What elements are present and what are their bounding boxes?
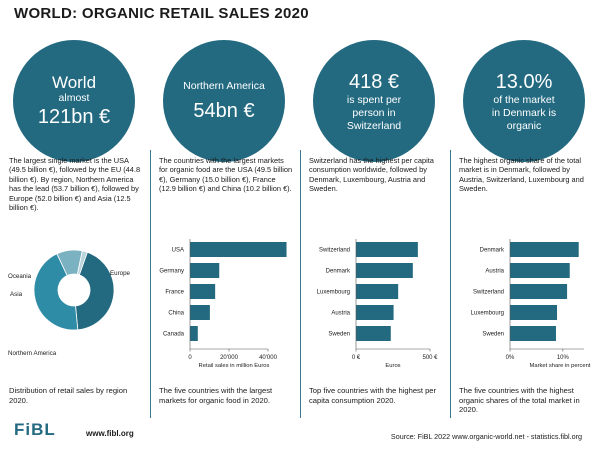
circle-line: organic [506, 119, 542, 132]
panel-northern-america: Northern America 54bn € The countries wi… [150, 40, 298, 418]
circle-line: almost [58, 92, 90, 104]
headline-circle-northern-america: Northern America 54bn € [163, 40, 285, 162]
headline-circle-market-share: 13.0% of the market in Denmark is organi… [463, 40, 585, 162]
bar-category-label: France [165, 290, 184, 296]
panel-description: The largest single market is the USA (49… [9, 156, 141, 213]
circle-line: 54bn € [193, 99, 255, 122]
bar-category-label: Luxembourg [317, 290, 350, 296]
bar-category-label: Switzerland [319, 248, 350, 254]
x-tick-label: 40'000 [259, 355, 277, 361]
x-tick-label: 500 € [422, 355, 438, 361]
website-link[interactable]: www.fibl.org [86, 429, 134, 438]
panel-market-share: 13.0% of the market in Denmark is organi… [450, 40, 598, 418]
chart-region-pie: Europe Northern America Asia Oceania [0, 230, 148, 380]
circle-line: World [51, 73, 97, 92]
circle-line: 13.0% [495, 70, 553, 93]
circle-line: 418 € [348, 70, 400, 93]
x-axis-title: Euros [385, 363, 400, 369]
panel-caption: Distribution of retail sales by region 2… [9, 386, 128, 405]
circle-line: of the market [493, 93, 555, 106]
bar [510, 284, 568, 299]
bar [190, 305, 210, 320]
panel-per-capita: 418 € is spent per person in Switzerland… [300, 40, 448, 418]
panel-caption: The five countries with the largest mark… [159, 386, 273, 405]
bar [190, 284, 216, 299]
bar [356, 263, 413, 278]
circle-line: 121bn € [37, 106, 111, 128]
chart-per-capita: Switzerland Denmark Luxembourg Austria Swede… [300, 230, 448, 380]
pie-label: Oceania [8, 273, 32, 280]
bar [190, 263, 220, 278]
column-divider [300, 150, 301, 418]
panel-caption: The five countries with the highest orga… [459, 386, 580, 415]
circle-line: person in [352, 106, 396, 119]
bar-category-label: Denmark [480, 248, 505, 254]
source-note: Source: FiBL 2022 www.organic-world.net … [390, 432, 582, 441]
bar-category-label: Denmark [326, 269, 351, 275]
circle-line: is spent per [346, 93, 402, 106]
panel-description: The countries with the largest markets f… [159, 156, 293, 194]
bar-category-label: Luxembourg [471, 311, 504, 317]
bar [356, 242, 418, 257]
bar [510, 326, 556, 341]
panel-caption: Top five countries with the highest per … [309, 386, 437, 405]
circle-line: Northern America [183, 79, 265, 92]
bar-category-label: USA [172, 248, 184, 254]
bar-category-label: China [168, 311, 184, 317]
circle-line: in Denmark is [491, 106, 557, 119]
bar [510, 263, 570, 278]
chart-country-sales: USA Germany France China Canada 0 20'000 40'000… [150, 230, 298, 380]
page-title: WORLD: ORGANIC RETAIL SALES 2020 [14, 5, 309, 22]
pie-slice [75, 251, 115, 331]
x-tick-label: 0 € [352, 355, 361, 361]
bar-category-label: Austria [485, 269, 504, 275]
chart-market-share: Denmark Austria Switzerland Luxembourg Swede… [450, 230, 598, 380]
bar-category-label: Canada [163, 332, 185, 338]
headline-circle-per-capita: 418 € is spent per person in Switzerland [313, 40, 435, 162]
x-tick-label: 20'000 [220, 355, 238, 361]
x-tick-label: 10% [557, 355, 570, 361]
bar-category-label: Germany [159, 269, 184, 275]
pie-label: Asia [10, 291, 23, 298]
bar [356, 305, 394, 320]
panel-description: The highest organic share of the total m… [459, 156, 584, 194]
bar [510, 242, 579, 257]
headline-circle-world: World almost 121bn € [13, 40, 135, 162]
bar [356, 326, 391, 341]
panel-description: Switzerland has the highest per capita c… [309, 156, 434, 194]
x-axis-title: Retail sales in million Euros [199, 363, 270, 369]
column-divider [450, 150, 451, 418]
column-divider [150, 150, 151, 418]
x-axis-title: Market share in percent [530, 363, 591, 369]
bar-category-label: Sweden [328, 332, 350, 338]
circle-line: Switzerland [346, 119, 402, 132]
bar-category-label: Sweden [482, 332, 504, 338]
bar [356, 284, 399, 299]
x-tick-label: 0% [506, 355, 515, 361]
fibl-logo: FiBL [14, 420, 56, 439]
pie-label: Northern America [8, 350, 57, 357]
panel-world: World almost 121bn € The largest single … [0, 40, 148, 418]
x-tick-label: 0 [188, 355, 192, 361]
bar [510, 305, 558, 320]
bar [190, 326, 198, 341]
bar [190, 242, 287, 257]
bar-category-label: Austria [331, 311, 350, 317]
pie-slice [33, 253, 79, 331]
pie-label: Europe [110, 270, 131, 277]
bar-category-label: Switzerland [473, 290, 504, 296]
pie-slice [76, 250, 88, 276]
